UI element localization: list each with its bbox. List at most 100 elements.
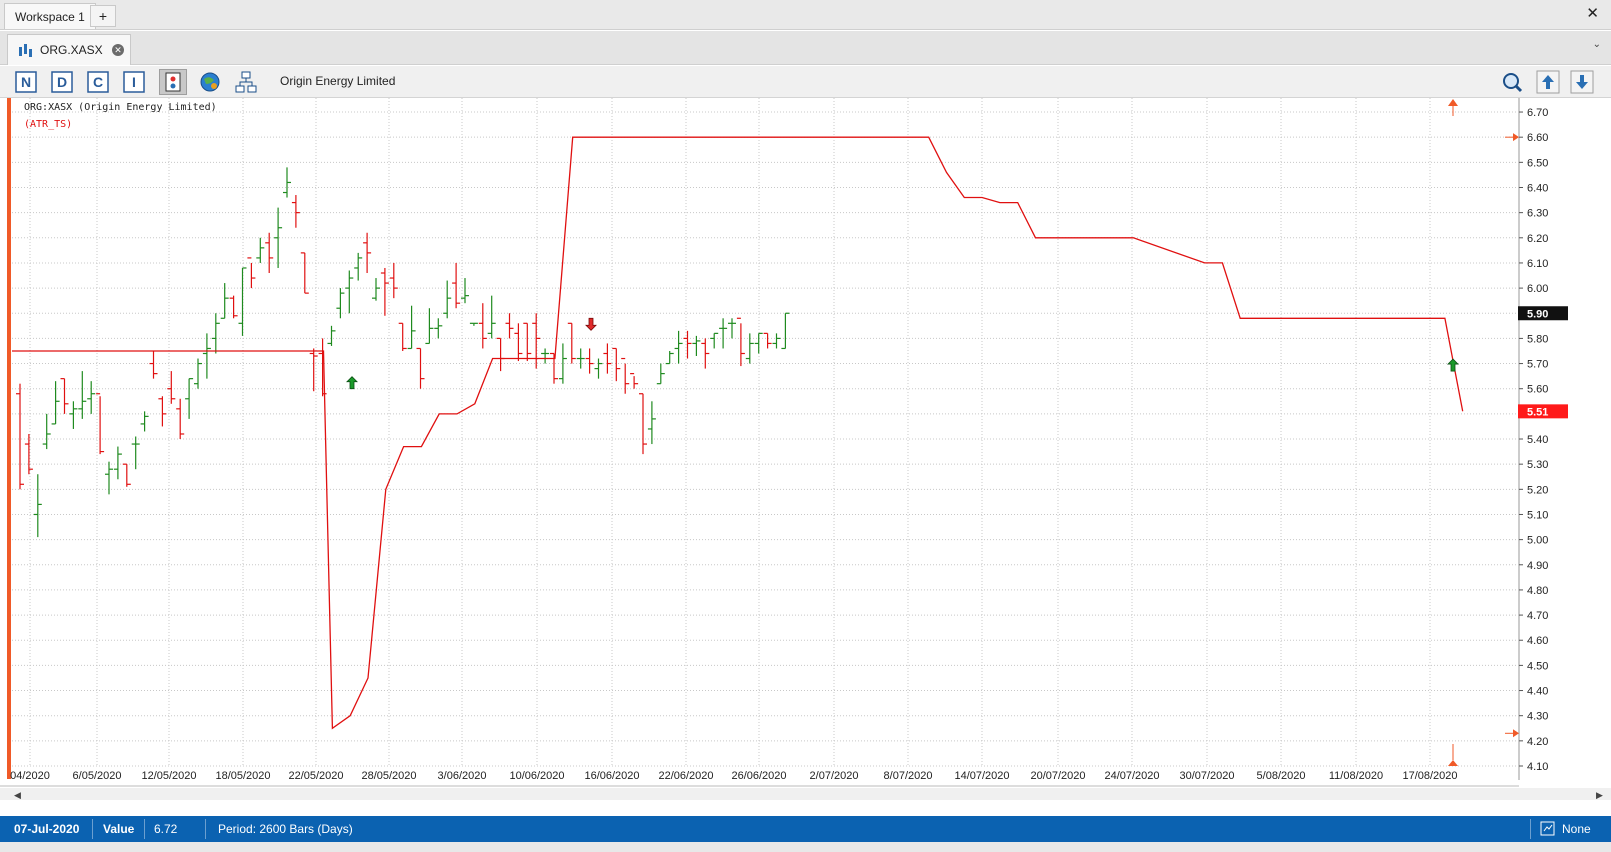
ohlc-bar	[781, 312, 790, 350]
ohlc-bar	[514, 323, 523, 362]
ohlc-bar	[202, 333, 211, 379]
indicator-icon	[165, 72, 181, 92]
ohlc-bar	[291, 195, 300, 228]
ohlc-bar	[745, 333, 754, 364]
ohlc-bar	[33, 474, 42, 538]
i-button[interactable]: I	[120, 69, 148, 95]
ohlc-bar	[256, 237, 265, 263]
ohlc-bar	[496, 337, 505, 372]
d-button[interactable]: D	[48, 69, 76, 95]
x-tick-label: 6/05/2020	[73, 770, 122, 782]
x-tick-label: 14/07/2020	[954, 770, 1009, 782]
last-price-badge	[1518, 306, 1568, 321]
ohlc-bar	[630, 373, 639, 389]
y-tick-label: 4.40	[1527, 686, 1548, 698]
x-tick-label: 12/05/2020	[141, 770, 196, 782]
last-price-label: 5.90	[1527, 308, 1548, 320]
ohlc-bar	[541, 348, 550, 364]
ohlc-bar	[567, 322, 576, 364]
ohlc-bar	[42, 413, 51, 450]
y-tick-label: 5.80	[1527, 333, 1548, 345]
ohlc-bar	[229, 295, 238, 319]
d-icon: D	[51, 71, 73, 93]
ohlc-bar	[772, 333, 781, 349]
globe-button[interactable]	[196, 69, 224, 95]
ohlc-bar	[372, 278, 380, 301]
alert-bottom-arrow-icon	[1448, 760, 1458, 766]
ohlc-bar	[647, 401, 656, 445]
scroll-up-button[interactable]	[1534, 69, 1562, 95]
add-workspace-button[interactable]: +	[90, 5, 116, 27]
ohlc-bar	[194, 358, 202, 389]
alert-top-arrow-icon	[1448, 99, 1458, 106]
arrow-up-icon	[1536, 70, 1560, 94]
status-none-label[interactable]: None	[1562, 822, 1591, 836]
n-button[interactable]: N	[12, 69, 40, 95]
ohlc-bar	[594, 358, 603, 379]
ohlc-bar	[532, 313, 541, 369]
svg-text:C: C	[93, 74, 103, 90]
indicator-button[interactable]	[159, 69, 187, 95]
globe-icon	[200, 72, 220, 92]
svg-text:N: N	[21, 74, 31, 90]
sell-arrow	[585, 317, 597, 331]
ohlc-bar	[380, 267, 389, 316]
trade-markers: 5.90 5.51	[346, 99, 1568, 766]
c-button[interactable]: C	[84, 69, 112, 95]
workspace-tab[interactable]: Workspace 1	[4, 3, 96, 29]
ohlc-bar	[300, 252, 309, 294]
chart-panel[interactable]: ◀ ▶ 4.10 4.20 4.30 4.40 4.50 4.60 4.70 4.80 4.90 5…	[0, 98, 1611, 812]
ohlc-bar	[363, 232, 372, 274]
ohlc-bar	[60, 378, 69, 414]
ohlc-bar	[621, 357, 630, 394]
ohlc-bar	[576, 348, 585, 369]
i-icon: I	[123, 71, 145, 93]
scroll-right-icon: ▶	[1596, 791, 1603, 801]
document-tab-label: ORG.XASX	[40, 43, 103, 57]
atr-ts-line	[12, 136, 1464, 730]
ohlc-bar	[211, 313, 220, 354]
y-tick-label: 6.50	[1527, 157, 1548, 169]
ohlc-bar	[434, 318, 443, 339]
stop-price-badge	[1518, 404, 1568, 419]
layout-icon[interactable]	[1540, 821, 1556, 837]
price-chart[interactable]: ◀ ▶ 4.104.204.304.404.504.604.704.804.905…	[0, 98, 1611, 812]
ohlc-bar	[674, 330, 683, 364]
ohlc-bar	[283, 167, 291, 198]
ohlc-bar	[656, 363, 665, 385]
chart-icon	[19, 44, 32, 57]
sell-signal-icon	[585, 317, 597, 331]
buy-signal-icon	[1447, 358, 1459, 372]
ohlc-bar	[416, 347, 425, 389]
document-tab[interactable]: ORG.XASX ✕	[7, 34, 131, 65]
svg-text:I: I	[132, 74, 136, 90]
scroll-down-button[interactable]	[1568, 69, 1596, 95]
ohlc-bar	[309, 348, 318, 392]
chart-toolbar: N D C I Origin Energy Limited	[0, 66, 1611, 98]
svg-text:D: D	[57, 74, 67, 90]
y-tick-label: 5.20	[1527, 484, 1548, 496]
ohlc-bar	[469, 322, 478, 326]
chart-grid: ◀ ▶	[0, 98, 1611, 801]
x-tick-label: 11/08/2020	[1329, 770, 1383, 782]
ohlc-bar	[754, 332, 763, 354]
x-tick-label: 22/05/2020	[288, 770, 343, 782]
alert-low-arrow-icon	[1513, 729, 1519, 738]
close-workspace-button[interactable]: ✕	[1586, 5, 1599, 22]
y-tick-label: 6.30	[1527, 208, 1548, 220]
y-tick-label: 4.90	[1527, 560, 1548, 572]
chart-left-marker	[7, 98, 11, 779]
ohlc-bar	[763, 332, 772, 349]
status-period: Period: 2600 Bars (Days)	[218, 822, 353, 836]
close-tab-icon[interactable]: ✕	[112, 44, 124, 56]
zoom-button[interactable]	[1498, 69, 1526, 95]
hierarchy-button[interactable]	[232, 69, 260, 95]
ohlc-bar	[398, 322, 407, 351]
tab-menu-chevron-icon[interactable]: ⌄	[1592, 39, 1601, 50]
ohlc-bar	[336, 288, 345, 319]
y-tick-label: 4.60	[1527, 635, 1548, 647]
ohlc-bar	[585, 348, 594, 374]
status-value: 6.72	[154, 822, 178, 836]
y-tick-label: 6.10	[1527, 258, 1548, 270]
y-tick-label: 5.00	[1527, 535, 1548, 547]
